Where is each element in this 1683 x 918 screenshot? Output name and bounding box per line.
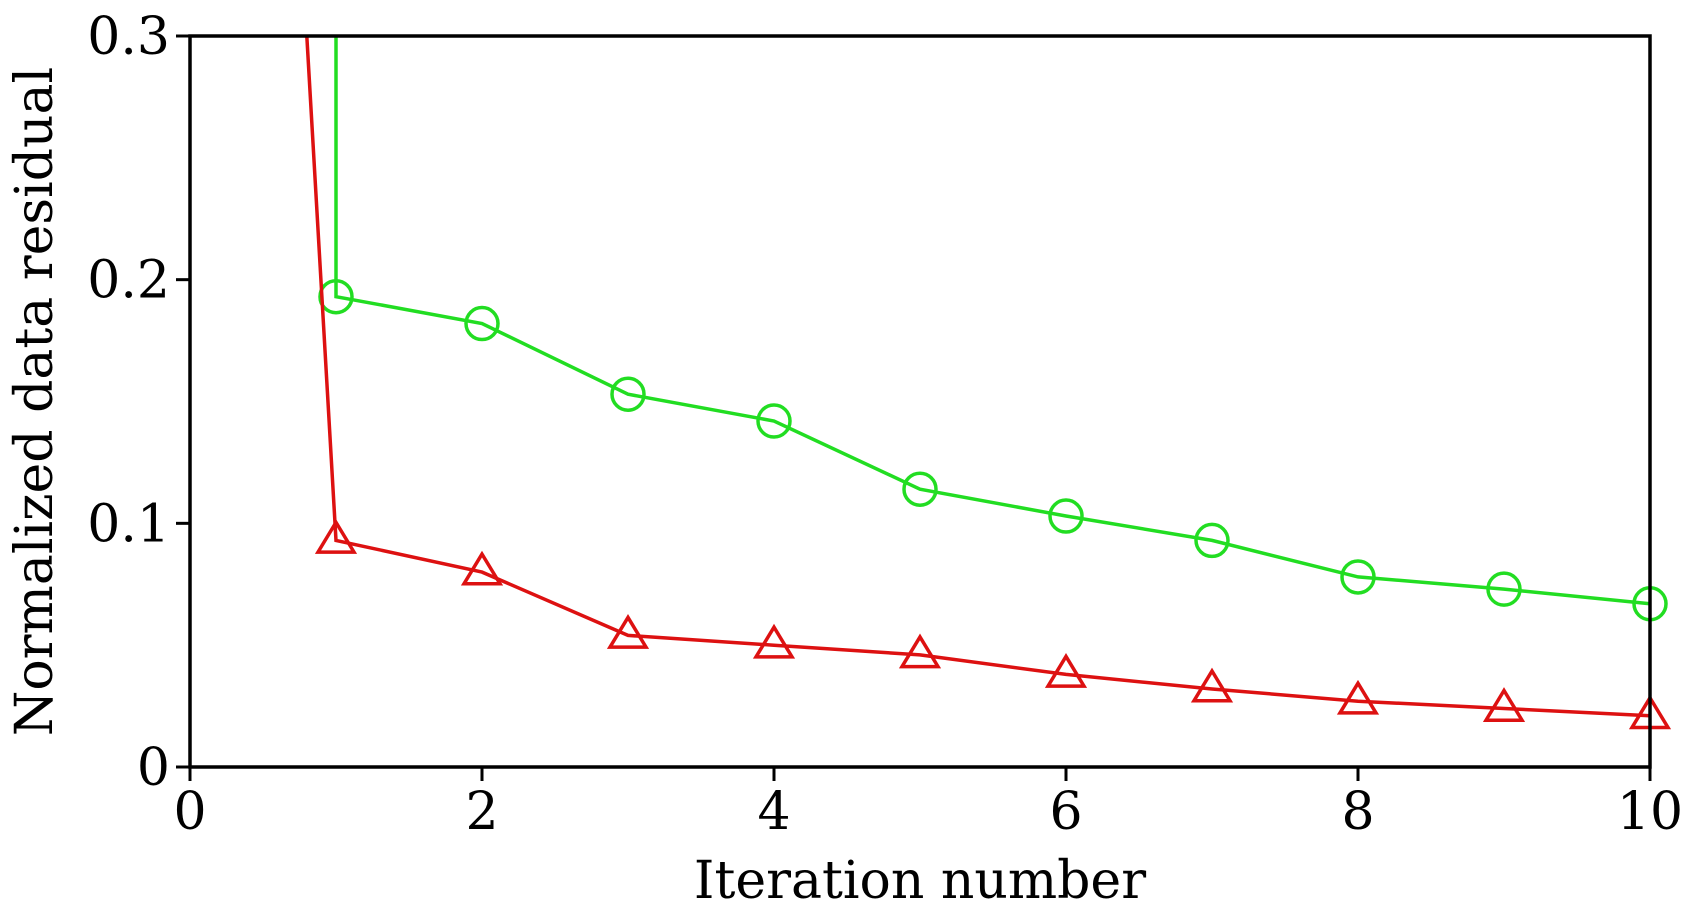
triangle-series-line [305,35,1651,718]
x-tick-label: 6 [1049,782,1082,842]
circle-marker [464,305,500,342]
triangle-marker [606,614,650,649]
circle-marker [610,376,646,412]
y-tick-label: 0 [137,738,170,798]
x-tick-label: 0 [173,782,206,842]
circle-marker [1048,498,1084,534]
x-axis-title: Iteration number [694,851,1146,911]
circle-marker [902,471,938,507]
triangle-series [305,35,1672,730]
circle-marker [1340,559,1376,595]
y-tick-label: 0.3 [87,7,170,67]
x-tick-label: 10 [1617,782,1683,842]
triangle-marker [898,633,942,669]
circle-marker [1194,522,1230,559]
x-axis-ticks: 0 2 4 6 8 10 [173,767,1683,842]
circle-marker [1486,571,1522,607]
triangle-marker [460,550,504,586]
circle-marker [318,278,354,315]
y-tick-label: 0.2 [87,251,170,311]
y-axis-title: Normalized data residual [5,67,65,736]
circle-series [318,36,1668,622]
circle-marker [756,403,792,439]
x-tick-label: 2 [465,782,498,842]
triangle-marker [1044,653,1088,688]
triangle-marker [314,519,358,554]
circle-series-line [334,36,1651,606]
y-axis-ticks: 0 0.1 0.2 0.3 [87,7,190,798]
triangle-marker [752,623,796,659]
plot-frame [188,34,1652,769]
triangle-marker [1482,687,1526,722]
series-layer [305,35,1672,730]
triangle-marker [1190,667,1234,703]
y-tick-label: 0.1 [87,494,170,554]
triangle-marker [1336,679,1380,715]
x-tick-label: 4 [757,782,790,842]
x-tick-label: 8 [1341,782,1374,842]
